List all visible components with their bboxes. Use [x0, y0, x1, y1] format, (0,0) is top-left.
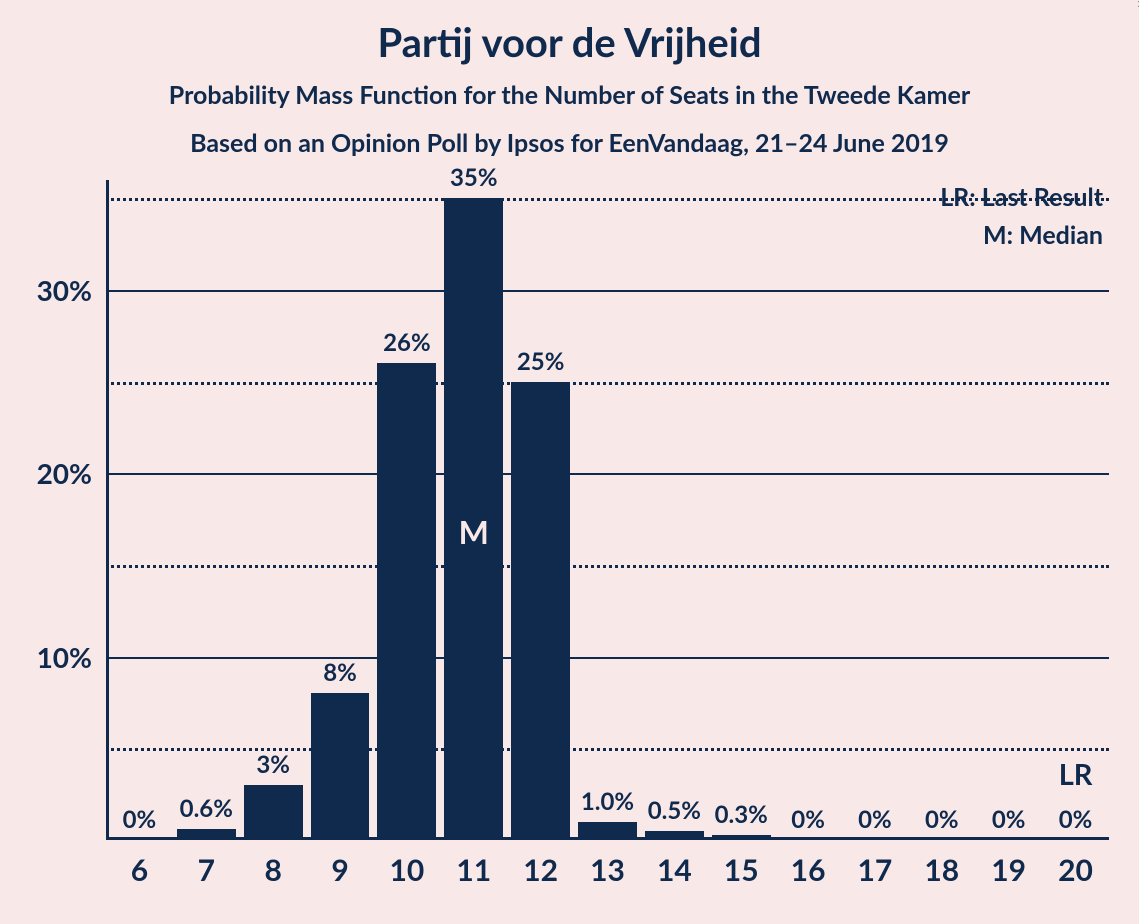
bar [712, 835, 771, 841]
bar-value-label: 35% [434, 163, 513, 192]
bar-value-label: 0% [1036, 805, 1115, 834]
bar [177, 829, 236, 840]
legend-m: M: Median [983, 220, 1103, 250]
legend-lr: LR: Last Result [940, 182, 1103, 212]
gridline-minor [106, 382, 1109, 385]
y-axis [106, 180, 109, 840]
bar [311, 693, 370, 840]
bar [645, 831, 704, 840]
chart-subtitle-1: Probability Mass Function for the Number… [0, 80, 1139, 110]
bar-value-label: 26% [367, 328, 446, 357]
y-tick-label: 30% [12, 273, 92, 307]
y-tick-label: 10% [12, 640, 92, 674]
bar [244, 785, 303, 840]
bar-value-label: 0.6% [167, 794, 246, 823]
y-tick-label: 20% [12, 456, 92, 490]
gridline-major [106, 473, 1109, 475]
bar-value-label: 25% [501, 347, 580, 376]
gridline-minor [106, 198, 1109, 201]
chart-title: Partij voor de Vrijheid [0, 18, 1139, 66]
bar-value-label: 8% [301, 658, 380, 687]
gridline-minor [106, 565, 1109, 568]
bar [377, 363, 436, 840]
lr-marker: LR [1046, 757, 1105, 792]
gridline-major [106, 290, 1109, 292]
median-marker: M [444, 512, 503, 551]
x-tick-label: 20 [1036, 852, 1115, 888]
chart-subtitle-2: Based on an Opinion Poll by Ipsos for Ee… [0, 128, 1139, 158]
bar-value-label: 3% [234, 750, 313, 779]
plot-area: LR: Last Result M: Median 10%20%30%0%60.… [106, 180, 1109, 840]
bar [511, 382, 570, 840]
copyright-text: © 2020 Filip van Laenen [1135, 0, 1139, 8]
gridline-major [106, 657, 1109, 659]
bar [578, 822, 637, 840]
